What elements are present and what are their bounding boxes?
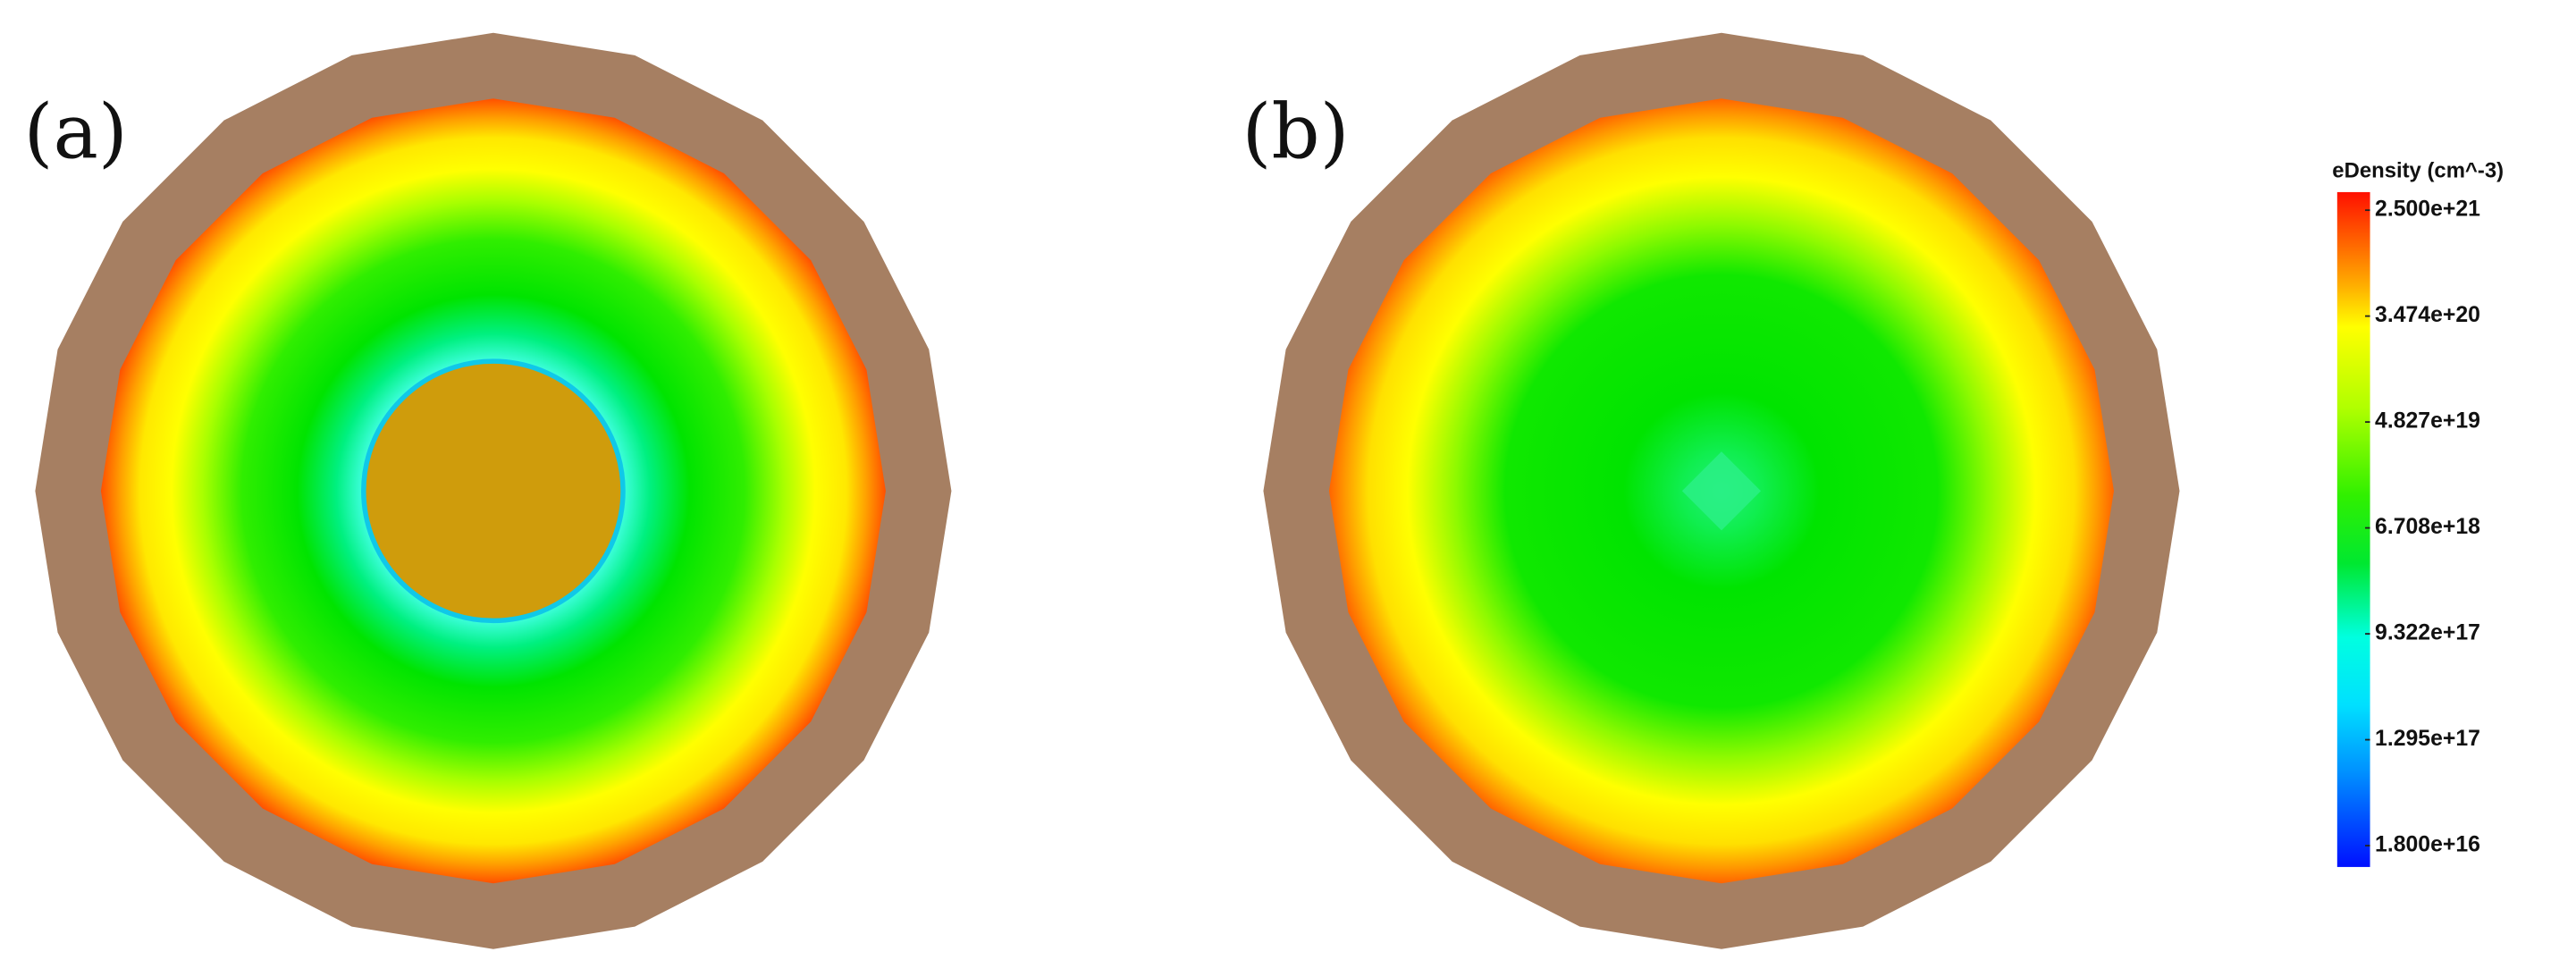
colorbar-title: eDensity (cm^-3) (2332, 158, 2504, 182)
colorbar-tick-label: 6.708e+18 (2375, 515, 2480, 539)
colorbar-tick-label: 4.827e+19 (2375, 409, 2480, 434)
panel-label: (a) (24, 88, 128, 175)
plots (35, 32, 2180, 949)
colorbar-tick-label: 1.295e+17 (2375, 727, 2480, 751)
panel-label: (b) (1242, 88, 1350, 175)
core (361, 358, 626, 624)
colorbar-tick-label: 1.800e+16 (2375, 833, 2480, 857)
colorbar-tick-label: 9.322e+17 (2375, 621, 2480, 645)
colorbar-tick-label: 3.474e+20 (2375, 303, 2480, 327)
colorbar (2336, 191, 2370, 867)
colorbar-ticks: 2.500e+21 3.474e+20 4.827e+19 6.708e+18 9.32… (2365, 198, 2480, 857)
colorbar-tick-label: 2.500e+21 (2375, 198, 2480, 222)
